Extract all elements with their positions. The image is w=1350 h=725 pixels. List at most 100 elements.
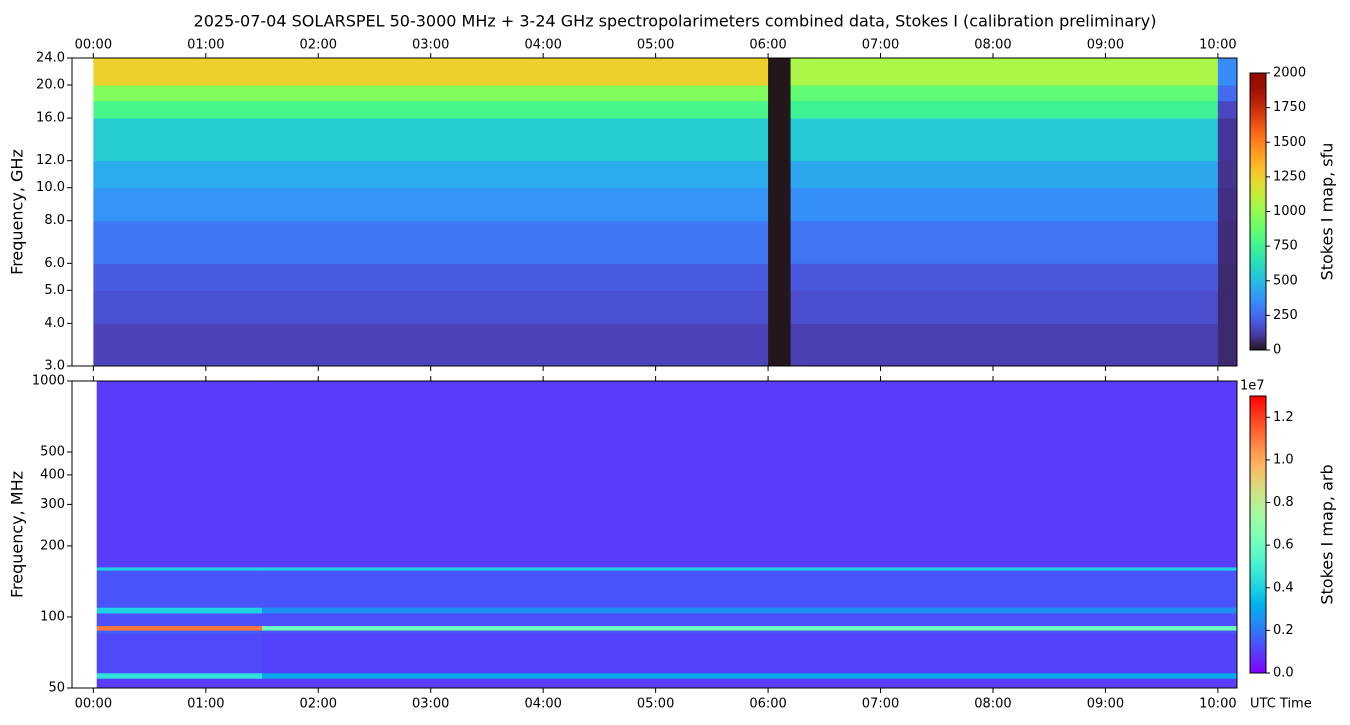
- heatmap-cell: [96, 625, 263, 631]
- colorbar-tick-label: 1.2: [1273, 410, 1294, 425]
- x-tick-label: 05:00: [637, 38, 674, 53]
- y-tick-label: 500: [40, 445, 65, 460]
- colorbar-tick-label: 0.4: [1273, 580, 1294, 595]
- colorbar-tick-label: 1500: [1273, 135, 1306, 150]
- x-tick-label: 07:00: [862, 697, 899, 712]
- heatmap-cell: [790, 263, 1219, 291]
- x-axis-label: UTC Time: [1250, 697, 1312, 712]
- heatmap-cell: [93, 290, 769, 324]
- heatmap-cell: [768, 323, 792, 367]
- heatmap-cell: [262, 678, 1238, 689]
- colorbar-tick-label: 0.6: [1273, 538, 1294, 553]
- heatmap-cell: [768, 85, 792, 102]
- y-tick-label: 100: [40, 609, 65, 624]
- colorbar-tick-label: 0: [1273, 343, 1281, 358]
- colorbar-tick-label: 500: [1273, 273, 1298, 288]
- x-tick-label: 02:00: [300, 697, 337, 712]
- heatmap-cell: [96, 630, 263, 635]
- heatmap-cell: [96, 381, 263, 568]
- colorbar-tick-label: 1250: [1273, 169, 1306, 184]
- heatmap-cell: [1217, 118, 1238, 162]
- heatmap-cell: [262, 570, 1238, 608]
- heatmap-cell: [262, 625, 1238, 631]
- x-tick-label: 04:00: [524, 697, 561, 712]
- x-tick-label: 09:00: [1087, 38, 1124, 53]
- x-tick-label: 08:00: [974, 697, 1011, 712]
- x-tick-label: 03:00: [412, 697, 449, 712]
- heatmap-cell: [790, 220, 1219, 264]
- heatmap-cell: [93, 263, 769, 291]
- heatmap-cell: [93, 85, 769, 102]
- colorbar-tick-label: 0.0: [1273, 666, 1294, 681]
- colorbar-tick-label: 2000: [1273, 66, 1306, 81]
- heatmap-cell: [1217, 290, 1238, 324]
- heatmap-cell: [790, 100, 1219, 119]
- y-tick-label: 5.0: [44, 283, 65, 298]
- y-tick-label: 300: [40, 497, 65, 512]
- y-tick-label: 50: [48, 681, 65, 696]
- x-tick-label: 03:00: [412, 38, 449, 53]
- y-tick-label: 12.0: [36, 153, 65, 168]
- y-axis-label: Frequency, GHz: [8, 149, 27, 275]
- colorbar-label: Stokes I map, arb: [1318, 464, 1337, 604]
- x-tick-label: 07:00: [862, 38, 899, 53]
- heatmap-cell: [768, 263, 792, 291]
- heatmap-cell: [96, 633, 263, 674]
- colorbar-label: Stokes I map, sfu: [1318, 143, 1337, 281]
- y-tick-label: 16.0: [36, 111, 65, 126]
- heatmap-cell: [790, 290, 1219, 324]
- heatmap-cell: [96, 672, 263, 679]
- heatmap-cell: [790, 323, 1219, 367]
- heatmap-cell: [768, 187, 792, 222]
- heatmap-cell: [1217, 187, 1238, 222]
- heatmap-cell: [262, 672, 1238, 679]
- y-tick-label: 20.0: [36, 78, 65, 93]
- heatmap-cell: [262, 630, 1238, 635]
- heatmap-cell: [93, 323, 769, 367]
- heatmap-cell: [790, 58, 1219, 86]
- colorbar-tick-label: 1000: [1273, 204, 1306, 219]
- heatmap-cell: [1217, 160, 1238, 189]
- x-tick-label: 02:00: [300, 38, 337, 53]
- heatmap-cell: [93, 220, 769, 264]
- heatmap-cell: [1217, 323, 1238, 367]
- x-tick-label: 06:00: [749, 697, 786, 712]
- plot-frame: [71, 57, 1238, 367]
- colorbar: [1249, 395, 1267, 674]
- heatmap-cell: [96, 612, 263, 627]
- heatmap-cell: [790, 118, 1219, 162]
- heatmap-cell: [262, 566, 1238, 571]
- heatmap-cell: [96, 607, 263, 614]
- colorbar-tick-label: 1.0: [1273, 452, 1294, 467]
- y-tick-label: 3.0: [44, 359, 65, 374]
- x-tick-label: 08:00: [974, 38, 1011, 53]
- x-tick-label: 05:00: [637, 697, 674, 712]
- heatmap-cell: [790, 187, 1219, 222]
- plot-frame: [71, 380, 1238, 689]
- colorbar-tick-label: 250: [1273, 308, 1298, 323]
- heatmap-cell: [768, 58, 792, 86]
- heatmap-cell: [790, 85, 1219, 102]
- heatmap-cell: [93, 118, 769, 162]
- heatmap-cell: [96, 570, 263, 608]
- heatmap-cell: [93, 160, 769, 189]
- heatmap-cell: [1217, 58, 1238, 86]
- y-tick-label: 4.0: [44, 316, 65, 331]
- colorbar-tick-label: 0.8: [1273, 495, 1294, 510]
- heatmap-cell: [768, 160, 792, 189]
- y-tick-label: 24.0: [36, 51, 65, 66]
- colorbar-offset: 1e7: [1240, 379, 1265, 394]
- heatmap-cell: [768, 220, 792, 264]
- heatmap-cell: [1217, 220, 1238, 264]
- y-tick-label: 200: [40, 538, 65, 553]
- heatmap-cell: [93, 187, 769, 222]
- x-tick-label: 00:00: [75, 38, 112, 53]
- x-tick-label: 09:00: [1087, 697, 1124, 712]
- colorbar-tick-label: 750: [1273, 239, 1298, 254]
- x-tick-label: 00:00: [75, 697, 112, 712]
- y-tick-label: 10.0: [36, 180, 65, 195]
- x-tick-label: 04:00: [524, 38, 561, 53]
- heatmap-cell: [768, 290, 792, 324]
- heatmap-cell: [262, 381, 1238, 568]
